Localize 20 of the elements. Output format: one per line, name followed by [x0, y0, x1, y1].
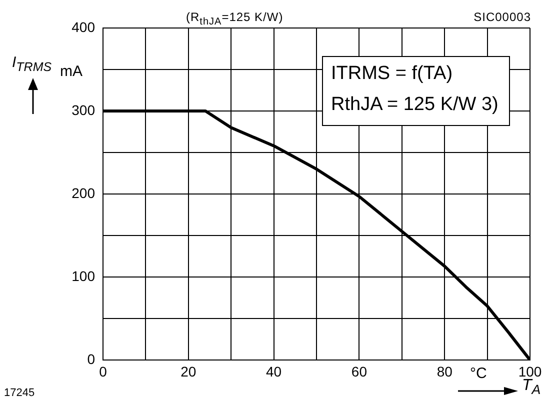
x-tick-label: 40 [266, 363, 282, 380]
annotation: RthJA = 125 K/W 3) [331, 94, 500, 116]
y-tick-label: 100 [72, 268, 96, 284]
y-tick-label: 0 [87, 350, 96, 367]
text: 17245 [4, 387, 35, 399]
y-tick-label: 400 [72, 18, 96, 35]
text: °C [470, 365, 487, 382]
y-tick-label: 300 [72, 102, 96, 118]
x-tick-label: 80 [436, 363, 453, 380]
x-tick-label: 60 [351, 363, 368, 380]
x-tick-label: 0 [99, 363, 108, 380]
text: mA [60, 63, 82, 80]
x-tick-label: 20 [180, 363, 196, 380]
text: SIC00003 [474, 10, 531, 24]
y-axis-title: I$_{TRMS}$ [12, 54, 52, 74]
chart-subtitle: (R$_{thJA}$=125 K/W) [186, 10, 284, 28]
x-tick-label: 100 [518, 363, 542, 380]
x-axis-title: T$_{A}$ [522, 377, 541, 398]
annotation: ITRMS = f(TA) [331, 63, 454, 85]
y-tick-label: 200 [72, 184, 96, 201]
